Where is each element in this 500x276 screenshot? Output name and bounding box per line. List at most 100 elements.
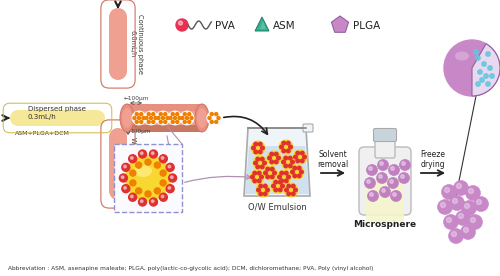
Circle shape xyxy=(210,120,213,123)
Circle shape xyxy=(366,180,370,183)
Ellipse shape xyxy=(109,128,127,146)
Circle shape xyxy=(144,111,158,125)
Circle shape xyxy=(398,172,409,184)
Circle shape xyxy=(147,113,150,116)
Circle shape xyxy=(176,19,188,31)
Circle shape xyxy=(368,167,372,170)
Circle shape xyxy=(286,149,290,153)
Circle shape xyxy=(282,141,286,145)
Circle shape xyxy=(166,185,174,193)
Circle shape xyxy=(136,162,141,168)
Circle shape xyxy=(250,175,254,179)
Circle shape xyxy=(126,155,170,200)
Text: Microsphere: Microsphere xyxy=(354,220,416,229)
Circle shape xyxy=(280,179,283,183)
Circle shape xyxy=(279,140,293,154)
Circle shape xyxy=(300,159,304,163)
Circle shape xyxy=(474,50,478,54)
Circle shape xyxy=(122,163,130,171)
Circle shape xyxy=(264,184,267,188)
Circle shape xyxy=(296,159,300,163)
Circle shape xyxy=(124,187,126,189)
Circle shape xyxy=(302,155,306,159)
Circle shape xyxy=(450,195,464,211)
Circle shape xyxy=(262,161,266,165)
Polygon shape xyxy=(332,16,348,32)
Circle shape xyxy=(258,142,262,146)
Circle shape xyxy=(293,166,296,170)
Circle shape xyxy=(292,192,295,196)
Circle shape xyxy=(130,195,133,198)
Ellipse shape xyxy=(134,165,152,177)
Circle shape xyxy=(474,197,488,211)
Circle shape xyxy=(294,155,298,159)
Circle shape xyxy=(476,200,482,205)
Circle shape xyxy=(370,193,374,196)
Circle shape xyxy=(456,184,462,189)
FancyBboxPatch shape xyxy=(366,179,404,222)
Polygon shape xyxy=(255,17,269,31)
Circle shape xyxy=(130,180,136,186)
FancyBboxPatch shape xyxy=(359,147,411,215)
Text: ASM: ASM xyxy=(273,21,295,31)
Text: PVA: PVA xyxy=(214,21,234,31)
Circle shape xyxy=(217,116,220,120)
Polygon shape xyxy=(244,128,310,196)
Circle shape xyxy=(287,192,290,196)
Circle shape xyxy=(290,160,294,164)
Ellipse shape xyxy=(109,182,127,200)
Circle shape xyxy=(390,180,394,183)
Ellipse shape xyxy=(120,104,134,132)
Circle shape xyxy=(174,116,176,120)
Circle shape xyxy=(258,171,261,175)
Circle shape xyxy=(287,184,290,188)
Circle shape xyxy=(288,164,292,168)
Ellipse shape xyxy=(109,8,127,26)
Circle shape xyxy=(364,177,376,189)
FancyBboxPatch shape xyxy=(114,144,182,212)
Circle shape xyxy=(456,211,470,225)
Circle shape xyxy=(152,120,155,123)
Text: 100μm: 100μm xyxy=(130,129,150,134)
Circle shape xyxy=(281,155,295,169)
Circle shape xyxy=(294,188,298,192)
Circle shape xyxy=(215,113,218,116)
Circle shape xyxy=(260,175,264,179)
Circle shape xyxy=(284,188,288,192)
Circle shape xyxy=(452,198,458,203)
Circle shape xyxy=(286,141,290,145)
Circle shape xyxy=(188,120,191,123)
Circle shape xyxy=(156,111,170,125)
Circle shape xyxy=(152,152,154,155)
Circle shape xyxy=(145,191,151,197)
Circle shape xyxy=(282,149,286,153)
Circle shape xyxy=(178,21,182,25)
Circle shape xyxy=(208,116,211,120)
Circle shape xyxy=(488,66,492,70)
Circle shape xyxy=(259,192,262,196)
Circle shape xyxy=(140,152,143,155)
Circle shape xyxy=(150,150,158,158)
Circle shape xyxy=(266,175,270,179)
Ellipse shape xyxy=(109,62,127,80)
Circle shape xyxy=(290,170,294,174)
Circle shape xyxy=(183,113,186,116)
Circle shape xyxy=(154,116,157,120)
Circle shape xyxy=(300,170,304,174)
Circle shape xyxy=(188,113,191,116)
Circle shape xyxy=(282,160,286,164)
Circle shape xyxy=(254,161,258,165)
Circle shape xyxy=(260,165,264,169)
Circle shape xyxy=(442,184,456,200)
Circle shape xyxy=(296,151,300,155)
Circle shape xyxy=(171,120,174,123)
Circle shape xyxy=(256,157,260,161)
Circle shape xyxy=(284,183,298,197)
Circle shape xyxy=(152,113,155,116)
Circle shape xyxy=(152,200,154,203)
Bar xyxy=(109,17,127,71)
Circle shape xyxy=(154,162,160,168)
Circle shape xyxy=(254,150,258,154)
Circle shape xyxy=(280,171,283,175)
Circle shape xyxy=(160,170,166,176)
